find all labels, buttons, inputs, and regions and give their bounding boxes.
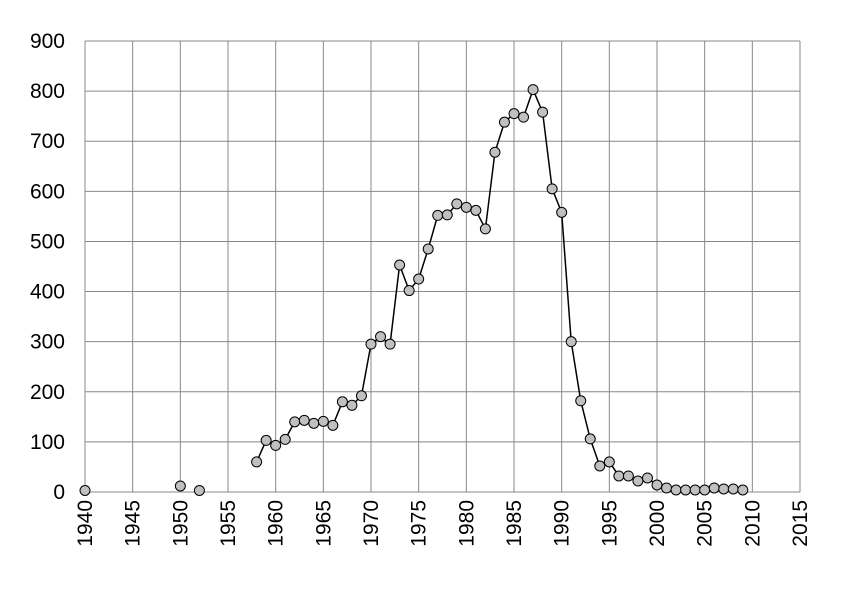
point	[537, 106, 549, 118]
point	[584, 433, 596, 445]
point	[508, 108, 520, 120]
point	[346, 399, 358, 411]
point	[422, 243, 434, 255]
point	[546, 183, 558, 195]
point	[641, 472, 653, 484]
point	[270, 439, 282, 451]
point	[251, 456, 263, 468]
point	[394, 259, 406, 271]
point	[470, 204, 482, 216]
point	[603, 456, 615, 468]
point	[298, 414, 310, 426]
y-tick-label: 800	[30, 80, 65, 103]
point	[575, 395, 587, 407]
x-tick-label: 1950	[169, 500, 192, 547]
x-tick-label: 1990	[551, 500, 574, 547]
point	[699, 484, 711, 496]
x-tick-label: 1985	[503, 500, 526, 547]
point	[308, 417, 320, 429]
point	[661, 482, 673, 494]
x-tick-label: 1995	[598, 500, 621, 547]
point	[689, 484, 701, 496]
point	[565, 336, 577, 348]
x-tick-label: 2015	[789, 500, 812, 547]
x-tick-label: 2005	[694, 500, 717, 547]
x-tick-label: 1975	[408, 500, 431, 547]
point	[556, 206, 568, 218]
x-tick-label: 1980	[455, 500, 478, 547]
point	[622, 470, 634, 482]
point	[289, 416, 301, 428]
point	[518, 111, 530, 123]
point	[375, 331, 387, 343]
point	[365, 338, 377, 350]
point	[594, 460, 606, 472]
point	[479, 223, 491, 235]
point	[174, 480, 186, 492]
point	[193, 484, 205, 496]
y-tick-label: 0	[53, 481, 65, 504]
x-tick-label: 1945	[122, 500, 145, 547]
point	[737, 484, 749, 496]
point	[680, 484, 692, 496]
point	[708, 482, 720, 494]
point	[613, 470, 625, 482]
point	[279, 433, 291, 445]
point	[670, 484, 682, 496]
point	[384, 338, 396, 350]
y-tick-label: 600	[30, 180, 65, 203]
x-tick-label: 2010	[741, 500, 764, 547]
x-tick-label: 1970	[360, 500, 383, 547]
point	[651, 479, 663, 491]
point	[489, 146, 501, 158]
point	[527, 84, 539, 96]
point	[460, 201, 472, 213]
point	[727, 483, 739, 495]
point	[451, 198, 463, 210]
y-tick-label: 900	[30, 30, 65, 53]
y-tick-label: 400	[30, 281, 65, 304]
y-tick-label: 500	[30, 230, 65, 253]
point	[79, 484, 91, 496]
point	[355, 390, 367, 402]
x-tick-label: 1965	[312, 500, 335, 547]
x-tick-label: 1960	[265, 500, 288, 547]
point	[413, 273, 425, 285]
point	[327, 419, 339, 431]
y-tick-label: 100	[30, 431, 65, 454]
y-tick-label: 700	[30, 130, 65, 153]
point	[718, 483, 730, 495]
point	[336, 396, 348, 408]
y-tick-label: 200	[30, 381, 65, 404]
point	[432, 209, 444, 221]
point	[403, 285, 415, 297]
point	[498, 116, 510, 128]
x-tick-label: 1955	[217, 500, 240, 547]
x-tick-label: 1940	[74, 500, 97, 547]
point	[441, 209, 453, 221]
x-tick-label: 2000	[646, 500, 669, 547]
y-tick-label: 300	[30, 331, 65, 354]
point	[317, 415, 329, 427]
point	[632, 475, 644, 487]
point	[260, 434, 272, 446]
